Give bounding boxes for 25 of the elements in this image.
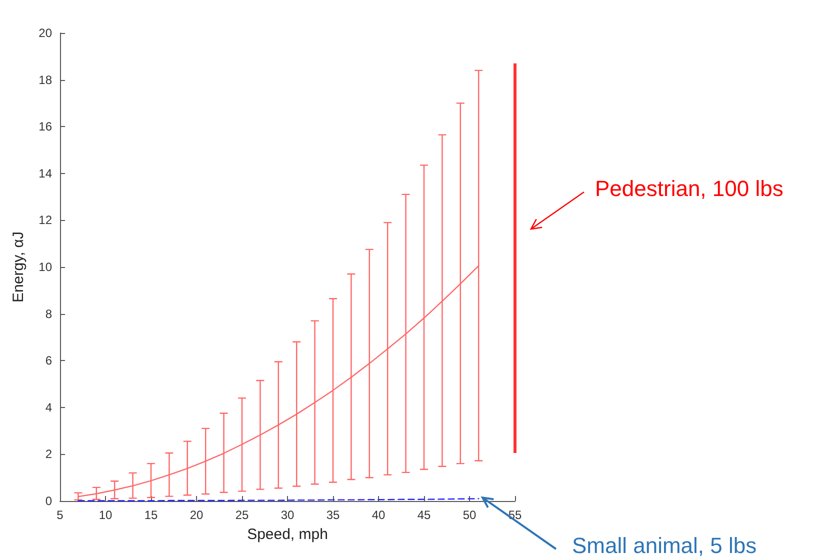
- x-tick-label: 50: [462, 508, 476, 522]
- x-tick-label: 10: [98, 508, 112, 522]
- x-tick-label: 40: [372, 508, 386, 522]
- x-tick-label: 25: [235, 508, 249, 522]
- y-tick-label: 18: [38, 72, 52, 87]
- y-tick-label: 10: [38, 260, 52, 274]
- x-tick-label: 5: [56, 508, 64, 522]
- y-tick-label: 4: [45, 400, 52, 414]
- y-tick-label: 12: [38, 213, 52, 228]
- x-tick-label: 20: [190, 508, 204, 522]
- x-tick-label: 35: [326, 508, 340, 522]
- y-tick-label: 2: [45, 447, 52, 462]
- x-tick-label: 30: [280, 508, 294, 522]
- y-tick-label: 16: [38, 120, 52, 134]
- annotation: Small animal, 5 lbs: [572, 533, 757, 558]
- x-axis-title: Speed, mph: [247, 526, 328, 543]
- y-tick-label: 0: [45, 494, 52, 508]
- y-tick-label: 6: [45, 354, 52, 368]
- x-tick-label: 45: [417, 508, 431, 522]
- y-tick-label: 20: [38, 26, 52, 40]
- y-axis-title: Energy, αJ: [10, 232, 27, 302]
- y-tick-label: 8: [45, 306, 52, 321]
- text: Pedestrian, 100 lbs: [595, 176, 784, 201]
- x-tick-label: 15: [144, 508, 158, 522]
- y-tick-label: 14: [38, 166, 52, 180]
